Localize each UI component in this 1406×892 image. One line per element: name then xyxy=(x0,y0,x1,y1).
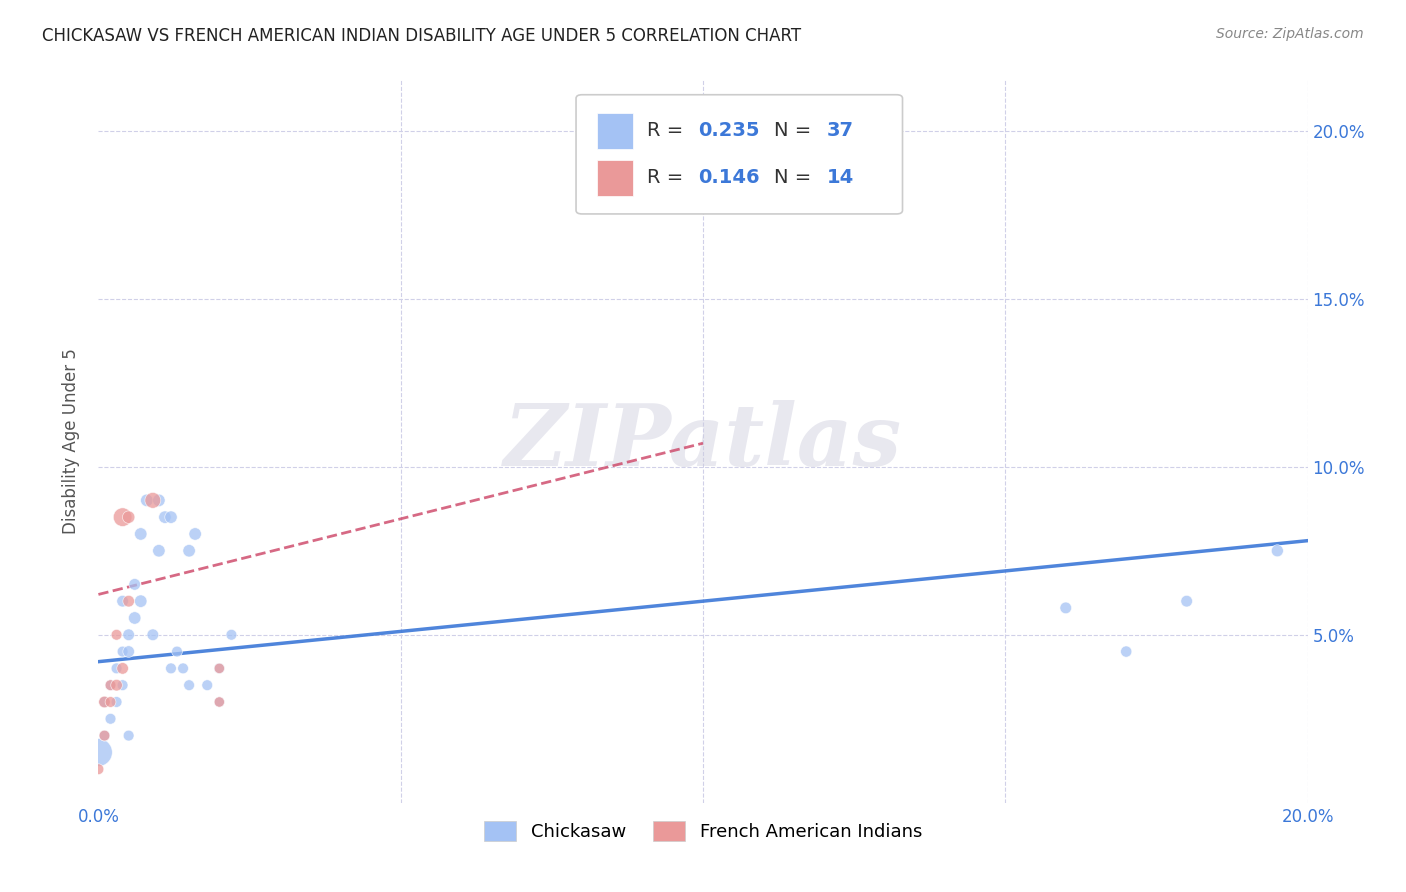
Point xyxy=(118,594,141,608)
Point xyxy=(142,493,165,508)
Point xyxy=(129,594,152,608)
Point xyxy=(93,695,115,709)
Point xyxy=(93,695,115,709)
Point xyxy=(1175,594,1198,608)
Point xyxy=(111,510,134,524)
Point xyxy=(105,695,128,709)
Point xyxy=(87,745,110,759)
Point xyxy=(208,695,231,709)
FancyBboxPatch shape xyxy=(576,95,903,214)
Point xyxy=(105,628,128,642)
Bar xyxy=(596,160,633,196)
Text: 37: 37 xyxy=(827,121,853,140)
Text: R =: R = xyxy=(647,169,690,187)
Point xyxy=(179,543,201,558)
Text: Source: ZipAtlas.com: Source: ZipAtlas.com xyxy=(1216,27,1364,41)
Point xyxy=(100,678,122,692)
Point xyxy=(111,644,134,658)
Y-axis label: Disability Age Under 5: Disability Age Under 5 xyxy=(62,349,80,534)
Point xyxy=(100,695,122,709)
Point xyxy=(100,678,122,692)
Point xyxy=(118,510,141,524)
Point xyxy=(1115,644,1137,658)
Text: ZIPatlas: ZIPatlas xyxy=(503,400,903,483)
Point xyxy=(184,527,207,541)
Point xyxy=(153,510,176,524)
Point xyxy=(142,628,165,642)
Point xyxy=(105,678,128,692)
Point xyxy=(100,712,122,726)
Point xyxy=(105,661,128,675)
Point xyxy=(129,527,152,541)
Point xyxy=(111,661,134,675)
Point xyxy=(118,644,141,658)
Point xyxy=(160,510,183,524)
Text: CHICKASAW VS FRENCH AMERICAN INDIAN DISABILITY AGE UNDER 5 CORRELATION CHART: CHICKASAW VS FRENCH AMERICAN INDIAN DISA… xyxy=(42,27,801,45)
Bar xyxy=(596,112,633,149)
Point xyxy=(208,661,231,675)
Point xyxy=(208,695,231,709)
Point xyxy=(166,644,188,658)
Point xyxy=(118,628,141,642)
Point xyxy=(195,678,218,692)
Text: 14: 14 xyxy=(827,169,853,187)
Point xyxy=(1054,600,1077,615)
Text: N =: N = xyxy=(775,121,818,140)
Point xyxy=(179,678,201,692)
Point xyxy=(93,729,115,743)
Point xyxy=(124,611,146,625)
Point xyxy=(172,661,194,675)
Legend: Chickasaw, French American Indians: Chickasaw, French American Indians xyxy=(477,814,929,848)
Point xyxy=(124,577,146,591)
Point xyxy=(148,493,170,508)
Text: N =: N = xyxy=(775,169,818,187)
Point xyxy=(87,762,110,776)
Point xyxy=(118,729,141,743)
Text: 0.235: 0.235 xyxy=(699,121,759,140)
Point xyxy=(111,678,134,692)
Text: R =: R = xyxy=(647,121,690,140)
Text: 0.146: 0.146 xyxy=(699,169,759,187)
Point xyxy=(208,661,231,675)
Point xyxy=(111,594,134,608)
Point xyxy=(160,661,183,675)
Point xyxy=(221,628,243,642)
Point xyxy=(93,729,115,743)
Point xyxy=(1267,543,1289,558)
Point xyxy=(135,493,157,508)
Point xyxy=(148,543,170,558)
